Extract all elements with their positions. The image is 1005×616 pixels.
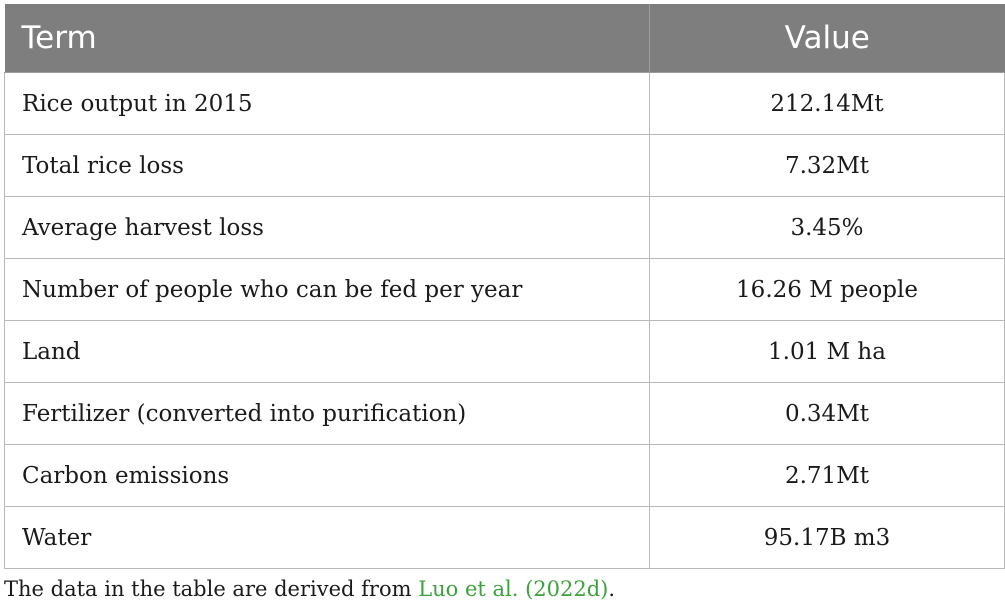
- table-row: Fertilizer (converted into purification)…: [4, 382, 1005, 445]
- table-row: Rice output in 2015 212.14Mt: [4, 72, 1005, 135]
- term-cell: Total rice loss: [4, 134, 650, 197]
- term-cell: Fertilizer (converted into purification): [4, 382, 650, 445]
- value-cell: 95.17B m3: [649, 506, 1005, 569]
- value-cell: 3.45%: [649, 196, 1005, 259]
- term-cell: Land: [4, 320, 650, 383]
- table-row: Number of people who can be fed per year…: [4, 258, 1005, 321]
- value-cell: 212.14Mt: [649, 72, 1005, 135]
- citation-link[interactable]: Luo et al. (2022d): [418, 577, 609, 601]
- column-header-value: Value: [649, 4, 1005, 73]
- footnote-text: The data in the table are derived from: [4, 577, 419, 601]
- table-footnote: The data in the table are derived from L…: [4, 577, 615, 601]
- term-cell: Rice output in 2015: [4, 72, 650, 135]
- value-cell: 16.26 M people: [649, 258, 1005, 321]
- data-table-container: Term Value Rice output in 2015 212.14Mt …: [4, 4, 1005, 569]
- term-cell: Number of people who can be fed per year: [4, 258, 650, 321]
- column-header-term: Term: [4, 4, 650, 73]
- table-row: Carbon emissions 2.71Mt: [4, 444, 1005, 507]
- footnote-period: .: [608, 577, 616, 601]
- value-cell: 7.32Mt: [649, 134, 1005, 197]
- term-cell: Carbon emissions: [4, 444, 650, 507]
- term-cell: Water: [4, 506, 650, 569]
- table-row: Average harvest loss 3.45%: [4, 196, 1005, 259]
- table-row: Total rice loss 7.32Mt: [4, 134, 1005, 197]
- rice-loss-table: Term Value Rice output in 2015 212.14Mt …: [4, 4, 1005, 569]
- value-cell: 2.71Mt: [649, 444, 1005, 507]
- value-cell: 1.01 M ha: [649, 320, 1005, 383]
- table-row: Water 95.17B m3: [4, 506, 1005, 569]
- value-cell: 0.34Mt: [649, 382, 1005, 445]
- table-header-row: Term Value: [4, 4, 1005, 73]
- term-cell: Average harvest loss: [4, 196, 650, 259]
- table-row: Land 1.01 M ha: [4, 320, 1005, 383]
